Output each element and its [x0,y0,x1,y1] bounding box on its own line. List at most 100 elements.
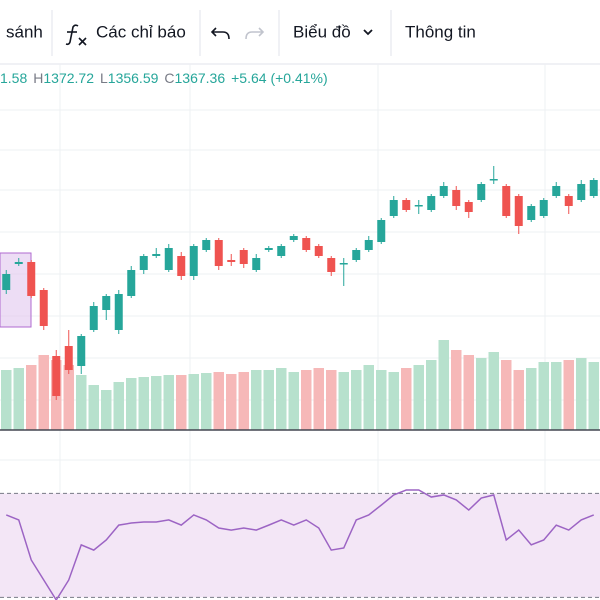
volume-bar [263,370,274,430]
candle-body [289,236,298,240]
volume-bar [363,365,374,430]
volume-bar [463,355,474,430]
volume-bar [101,390,112,430]
volume-bar [563,360,574,430]
volume-bar [513,370,524,430]
volume-bar [326,370,337,430]
volume-bar [413,365,424,430]
candle-body [477,184,486,200]
volume-bar [351,370,362,430]
candle-body [64,346,73,370]
volume-bar [288,372,299,430]
candle-body [77,336,86,366]
candle-body [14,262,23,264]
volume-bar [538,362,549,430]
dropdown-arrow[interactable] [363,29,373,36]
candle-body [264,248,273,250]
volume-bar [376,370,387,430]
grid [0,64,600,600]
volume-bar [313,368,324,430]
candle-body [552,186,561,196]
rsi-band [0,493,600,598]
candle-body [527,206,536,220]
volume-bar [163,375,174,430]
volume-bar [401,368,412,430]
volume-bar [26,365,37,430]
rsi-line [5,489,595,600]
volume-bar [388,372,399,430]
candle-body [564,196,573,206]
candle-body [589,180,598,196]
legend-value: 1.58 [0,70,27,86]
volume-bar [151,376,162,430]
volume-bar [451,350,462,430]
toolbar-button[interactable]: sánh [6,22,43,41]
candle-body [189,246,198,276]
candle-body [314,246,323,256]
volume-bar [201,373,212,430]
toolbar-button[interactable]: Thông tin [405,22,476,41]
candle-body [164,248,173,270]
candle-body [177,256,186,276]
candle-body [239,250,248,264]
legend-value: 1367.36 [175,70,226,86]
candle-body [277,246,286,256]
volume-bar [238,372,249,430]
candle-body [414,205,423,207]
volume-bar [38,355,49,430]
volume-bar [551,362,562,430]
legend-label: H [33,70,43,86]
volume-bar [576,358,587,430]
volume-bar [476,358,487,430]
candle-body [439,186,448,196]
candle-body [464,202,473,212]
candle-body [514,196,523,226]
legend-value: 1372.72 [43,70,94,86]
toolbar-button[interactable]: Biểu đồ [293,22,351,41]
volume-bar [88,385,99,430]
candle-body [302,238,311,250]
candle-body [539,200,548,216]
volume-bar [438,340,449,430]
volume-bar [176,375,187,430]
candle-body [27,262,36,296]
candle-body [364,240,373,250]
volume-bar [1,370,12,430]
legend-label: C [164,70,174,86]
toolbar-button[interactable]: Các chỉ báo [96,22,186,41]
volume-bar [488,352,499,430]
volume-bar [13,368,24,430]
volume-bar [138,377,149,430]
redo-icon[interactable] [245,27,265,40]
candle-body [202,240,211,250]
candle-body [52,356,61,396]
volume-bar [526,368,537,430]
candle-body [227,260,236,262]
candle-body [352,250,361,260]
volume-bar [76,375,87,430]
plot [0,166,600,600]
candle-body [452,190,461,206]
volume-bar [426,360,437,430]
candle-body [152,254,161,256]
candle-body [427,196,436,210]
candle-body [502,186,511,216]
legend-label: L [100,70,108,86]
candle-body [214,240,223,266]
volume-bar [126,378,137,430]
candle-body [252,258,261,270]
legend-change: +5.64 (+0.41%) [231,70,328,86]
volume-bar [113,382,124,430]
fx-icon[interactable] [65,24,87,46]
candle-body [577,184,586,200]
legend-value: 1356.59 [108,70,159,86]
volume-bar [213,372,224,430]
volume-bar [338,372,349,430]
volume-bar [251,370,262,430]
undo-icon[interactable] [210,27,230,40]
ohlc-legend: 1.58 H1372.72 L1356.59 C1367.36 +5.64 (+0.41… [0,70,328,86]
volume-bar [188,374,199,430]
volume-bar [588,362,599,430]
